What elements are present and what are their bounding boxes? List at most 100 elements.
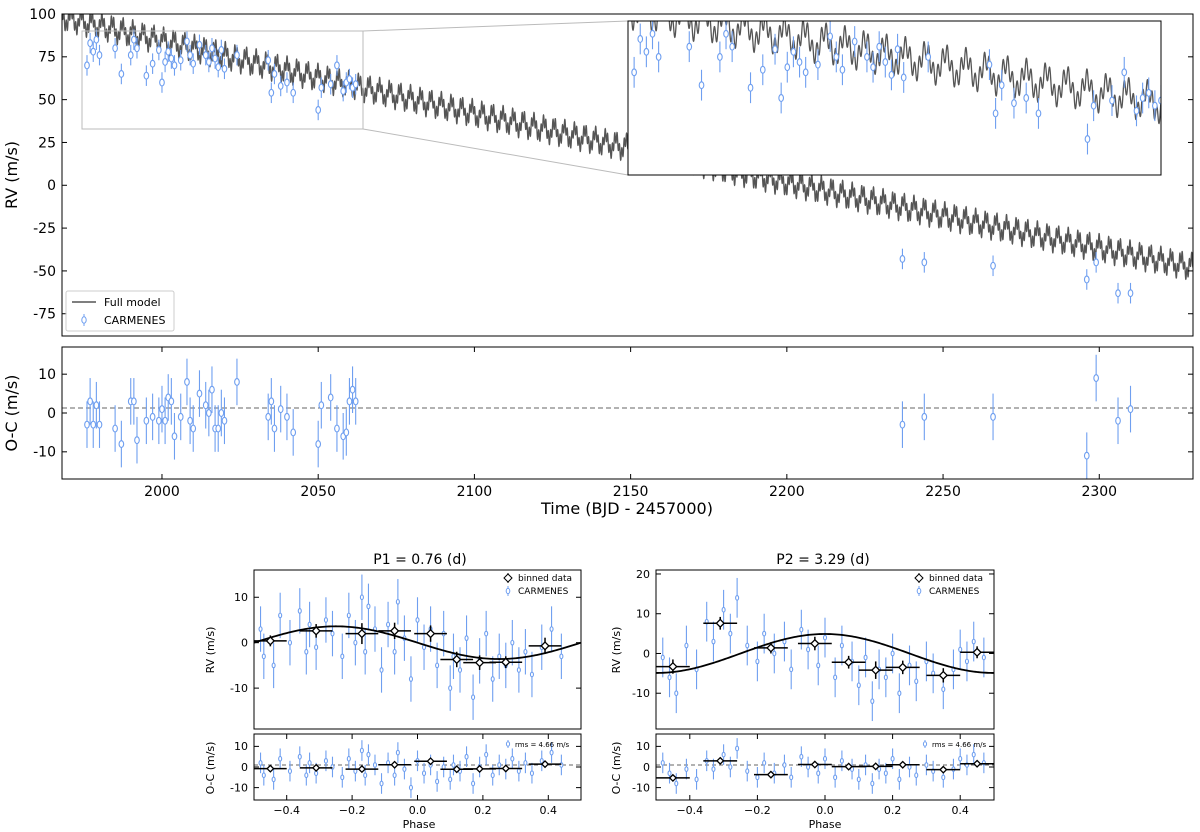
p1-carmenes-point: [261, 653, 266, 660]
p2-rv-ylabel: RV (m/s): [610, 627, 623, 674]
carmenes-rv-point: [334, 61, 340, 70]
p1-legend-binned-marker: [503, 573, 513, 583]
inset-rv-point: [1023, 94, 1030, 102]
inset-rv-point: [851, 37, 858, 46]
p1-xlabel: Phase: [403, 818, 436, 831]
p2-carmenes-point: [660, 654, 665, 661]
p1-carmenes-oc-point: [523, 760, 528, 766]
p2-carmenes-oc-point: [789, 774, 794, 781]
carmenes-rv-point: [84, 61, 90, 70]
p2-carmenes-point: [772, 650, 777, 657]
p2-carmenes-oc-point: [941, 774, 946, 781]
p1-legend: binned data CARMENES: [503, 573, 572, 597]
p1-binned-point: [265, 636, 276, 646]
carmenes-oc-point: [202, 401, 209, 410]
carmenes-rv-point: [149, 59, 156, 68]
p2-carmenes-oc-point: [762, 760, 767, 766]
p2-carmenes-oc-point: [684, 766, 689, 772]
p1-carmenes-oc-point: [510, 755, 515, 762]
carmenes-oc-point: [196, 389, 203, 398]
carmenes-rv-point: [290, 88, 297, 97]
inset-rv-point: [698, 81, 705, 90]
carmenes-oc-point: [268, 397, 275, 406]
inset-rv-point: [827, 32, 834, 41]
p2-carmenes-oc-point: [782, 762, 787, 768]
p2-title: P2 = 3.29 (d): [776, 552, 869, 568]
p2-carmenes-point: [711, 638, 716, 645]
carmenes-oc-point: [315, 440, 322, 449]
p2-binned-oc-point: [939, 765, 948, 774]
p2-carmenes-point: [789, 666, 794, 673]
p2-carmenes-point: [914, 678, 919, 685]
p2-binned-oc-point: [766, 770, 776, 779]
p1-binned-oc-point: [312, 763, 321, 772]
p1-carmenes-point: [386, 621, 391, 628]
p2-carmenes-point: [755, 658, 760, 665]
carmenes-rv-point: [921, 258, 928, 267]
carmenes-rv-point: [184, 37, 190, 46]
p1-carmenes-oc-point: [366, 751, 371, 758]
p2-carmenes-point: [799, 626, 804, 633]
p1-carmenes-point: [346, 612, 351, 619]
inset-rv-point: [876, 42, 883, 51]
carmenes-rv-point: [212, 54, 218, 63]
p1-carmenes-oc-point: [435, 778, 440, 785]
carmenes-oc-point: [271, 424, 278, 433]
p2-carmenes-point: [941, 686, 946, 693]
oc-time-ytick-label: -10: [33, 445, 56, 461]
p1-carmenes-point: [307, 621, 312, 628]
time-xtick-label: 2150: [613, 484, 649, 500]
p1-oc-ytick-label: 0: [241, 761, 248, 774]
inset-rv-point: [790, 47, 797, 56]
p1-binned-point: [501, 657, 511, 667]
p1-title: P1 = 0.76 (d): [373, 552, 466, 568]
p1-oc-ylabel: O-C (m/s): [204, 742, 217, 795]
inset-rv-point: [1152, 101, 1158, 110]
p1-carmenes-oc-point: [363, 772, 368, 779]
carmenes-oc-point: [96, 420, 103, 429]
p2-carmenes-oc-point: [755, 774, 760, 781]
p1-carmenes-point: [516, 667, 521, 673]
p1-carmenes-point: [471, 694, 476, 701]
inset-rv-point: [1090, 101, 1097, 110]
carmenes-rv-point: [1115, 289, 1121, 298]
p1-carmenes-oc-point: [379, 780, 384, 787]
p2-carmenes-point: [971, 638, 976, 645]
p1-carmenes-point: [497, 653, 502, 660]
p2-carmenes-oc-point: [897, 776, 902, 783]
carmenes-oc-point: [87, 397, 93, 406]
rv-time-ytick-label: -75: [33, 307, 56, 323]
p1-rv-ytick-label: 0: [241, 637, 248, 650]
oc-time-panel: -10 0 10 2000 2050 2100 2150 2200 2250 2300 O-C …: [2, 346, 1194, 518]
p2-binned-oc-point: [716, 756, 725, 765]
p1-binned-point: [311, 626, 321, 636]
carmenes-rv-point: [340, 87, 347, 96]
p2-legend-carmenes-label: CARMENES: [929, 587, 980, 597]
carmenes-rv-point: [112, 44, 118, 53]
carmenes-oc-point: [118, 440, 125, 449]
p1-binned-oc-point: [357, 764, 367, 774]
carmenes-rv-point: [990, 261, 996, 270]
carmenes-rv-point: [268, 88, 275, 97]
p1-binned-oc-point: [452, 765, 461, 774]
inset-rv-point: [802, 68, 809, 77]
p2-rms-marker: [922, 741, 928, 747]
p2-binned-oc-point: [871, 762, 880, 771]
inset-rv-point: [1145, 88, 1152, 97]
carmenes-oc-point: [205, 409, 212, 417]
rv-time-legend: Full model CARMENES: [65, 290, 175, 332]
p1-carmenes-oc-point: [340, 774, 345, 781]
carmenes-rv-point: [93, 35, 100, 44]
inset-rv-point: [1084, 135, 1091, 144]
inset-rv-point: [778, 94, 785, 102]
p2-binned-point: [668, 661, 678, 672]
p2-carmenes-oc-point: [674, 780, 679, 787]
carmenes-oc-point: [190, 424, 197, 433]
p1-phase-xtick-label: 0.4: [540, 804, 558, 817]
p1-carmenes-point: [314, 644, 319, 651]
carmenes-rv-point: [318, 83, 325, 92]
p1-carmenes-point: [457, 667, 463, 673]
carmenes-oc-point: [899, 420, 906, 429]
inset-rv-point: [882, 58, 889, 67]
